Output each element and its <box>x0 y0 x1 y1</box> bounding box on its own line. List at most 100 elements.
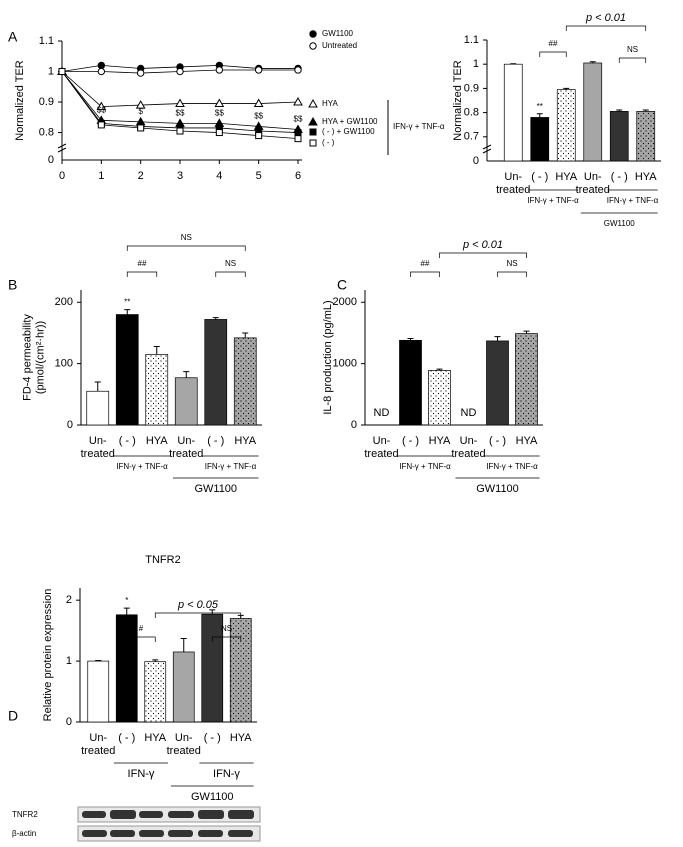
y-tick-label: 1 <box>66 655 72 667</box>
x-tick-label: 0 <box>59 170 65 182</box>
annotation: p < 0.05 <box>177 599 219 611</box>
error-bar <box>123 607 130 615</box>
bar <box>233 337 257 426</box>
y-tick-label: 0.9 <box>464 82 479 94</box>
marker <box>97 61 106 70</box>
bar <box>515 333 538 426</box>
error-bar <box>153 345 160 355</box>
error-bar <box>180 638 187 652</box>
group-label: GW1100 <box>604 219 636 228</box>
y-tick-label: 100 <box>55 358 73 370</box>
error-bar <box>536 113 543 118</box>
marker <box>58 68 66 76</box>
y-tick-label: 0 <box>351 419 357 431</box>
x-tick-label: treated <box>496 184 530 196</box>
annotation: ## <box>138 259 147 268</box>
bracket <box>154 612 242 618</box>
error-bar <box>407 337 414 341</box>
marker <box>214 98 225 108</box>
error-bar <box>94 381 101 392</box>
bar <box>145 354 169 426</box>
marker <box>309 128 317 136</box>
y-axis-label: (pmol/(cm²·hr)) <box>34 321 46 394</box>
group-label: IFN-γ + TNF-α <box>607 196 659 205</box>
group-label: IFN-γ + TNF-α <box>399 462 451 471</box>
annotation: $$ <box>215 108 224 117</box>
bar <box>87 660 110 723</box>
marker <box>215 129 223 137</box>
error-bar <box>242 332 249 338</box>
error-bar <box>183 371 190 378</box>
annotation: NS <box>225 259 236 268</box>
y-origin-label: 0 <box>473 155 479 167</box>
panel-label: B <box>8 277 17 293</box>
x-tick-label: ( - ) <box>402 435 419 447</box>
x-tick-label: Un- <box>89 435 107 447</box>
bracket <box>410 271 440 277</box>
y-axis-label: IL-8 production (pg/mL) <box>322 300 334 414</box>
x-tick-label: Un- <box>89 732 107 744</box>
chart-title: TNFR2 <box>145 554 180 566</box>
bar <box>609 111 629 162</box>
y-tick-label: 0.7 <box>464 131 479 143</box>
x-tick-label: treated <box>364 448 398 460</box>
marker <box>175 98 185 108</box>
bar <box>86 390 110 426</box>
axis-break <box>57 143 67 153</box>
x-tick-label: treated <box>169 448 203 460</box>
group-label: GW1100 <box>191 791 234 803</box>
bar <box>204 319 228 426</box>
x-tick-label: Un- <box>504 171 522 183</box>
annotation: NS <box>181 233 192 242</box>
bar <box>636 111 656 162</box>
x-tick-label: treated <box>167 745 201 757</box>
legend-label: HYA <box>322 99 339 108</box>
annotation: NS <box>221 624 232 633</box>
western-blot: TNFR2 β-actin <box>12 806 261 842</box>
group-label: GW1100 <box>194 483 237 495</box>
marker <box>308 116 318 126</box>
y-origin-label: 0 <box>48 154 54 166</box>
bar <box>428 370 451 426</box>
y-tick-label: 1.1 <box>39 35 54 47</box>
bar <box>486 340 509 426</box>
bar <box>201 613 224 723</box>
marker <box>293 97 303 106</box>
marker <box>97 121 105 129</box>
y-tick-label: 2000 <box>333 296 357 308</box>
error-bar <box>436 368 443 371</box>
annotation: $$ <box>176 108 185 117</box>
marker <box>135 100 146 109</box>
error-bar <box>212 317 219 320</box>
panel-label: A <box>8 29 18 45</box>
error-bar <box>642 109 649 112</box>
x-tick-label: ( - ) <box>207 435 224 447</box>
bar <box>556 89 576 162</box>
bracket <box>539 51 567 57</box>
panel-label: C <box>337 277 347 293</box>
annotation: # <box>139 624 144 633</box>
y-tick-label: 2 <box>66 594 72 606</box>
x-tick-label: HYA <box>144 732 166 744</box>
marker <box>176 127 184 135</box>
marker <box>308 98 318 108</box>
group-label: IFN-γ + TNF-α <box>393 122 445 131</box>
legend-label: ( - ) <box>322 138 335 147</box>
x-tick-label: 3 <box>177 170 183 182</box>
bar <box>503 63 523 162</box>
value-label: ND <box>461 407 477 419</box>
x-tick-label: Un- <box>373 435 391 447</box>
x-tick-label: HYA <box>234 435 256 447</box>
annotation: p < 0.01 <box>585 12 626 24</box>
x-tick-label: 4 <box>216 170 222 182</box>
x-tick-label: ( - ) <box>489 435 506 447</box>
y-axis-label: Normalized TER <box>452 60 464 141</box>
x-tick-label: Un- <box>177 435 195 447</box>
error-bar <box>523 330 530 334</box>
bracket <box>126 245 246 251</box>
x-tick-label: 2 <box>138 170 144 182</box>
x-tick-label: HYA <box>230 732 252 744</box>
error-bar <box>563 87 570 90</box>
annotation: NS <box>506 259 517 268</box>
bar <box>583 62 603 162</box>
